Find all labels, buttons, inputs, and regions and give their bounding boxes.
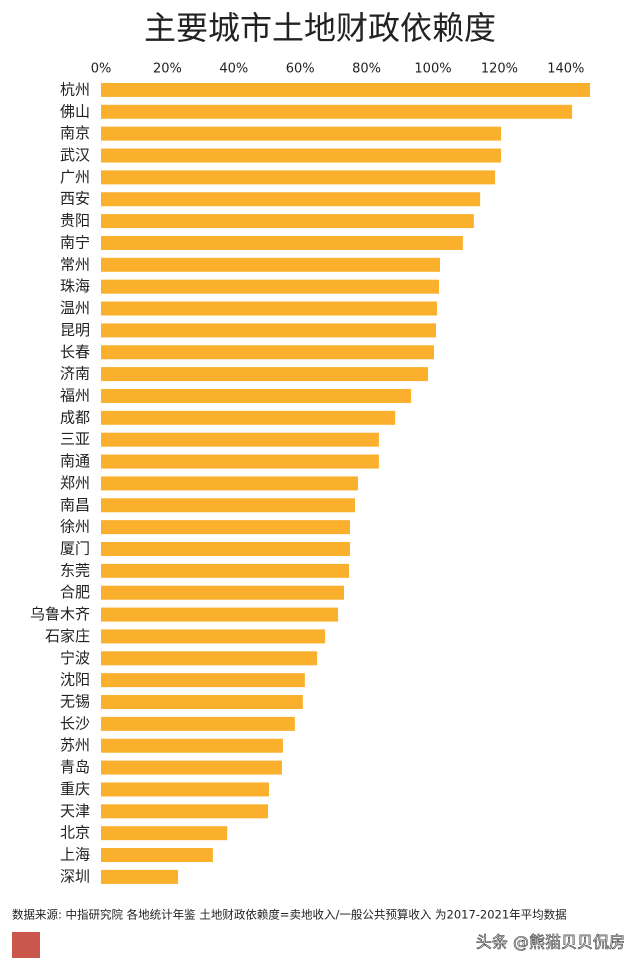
- bar: [101, 804, 268, 819]
- y-tick-label: 佛山: [60, 102, 90, 120]
- bar: [101, 214, 474, 229]
- chart-title: 主要城市土地财政依赖度: [144, 9, 496, 47]
- y-tick-label: 厦门: [60, 539, 90, 557]
- y-tick-label: 重庆: [60, 780, 90, 798]
- y-tick-label: 常州: [60, 255, 90, 273]
- bar: [101, 279, 439, 294]
- bar: [101, 520, 350, 535]
- x-tick-label: 140%: [547, 62, 584, 77]
- y-tick-label: 石家庄: [45, 627, 90, 645]
- bar: [101, 651, 318, 666]
- bar: [101, 345, 434, 360]
- y-tick-label: 宁波: [60, 649, 90, 667]
- bar: [101, 432, 379, 447]
- bar: [101, 848, 213, 863]
- bar: [101, 760, 282, 775]
- bar: [101, 498, 355, 513]
- bar: [101, 607, 339, 622]
- y-tick-label: 北京: [60, 824, 90, 842]
- y-tick-label: 昆明: [60, 321, 90, 339]
- bar: [101, 126, 502, 141]
- y-tick-label: 南通: [60, 452, 90, 470]
- y-tick-label: 东莞: [60, 561, 90, 579]
- bar: [101, 563, 350, 578]
- y-tick-label: 广州: [60, 168, 90, 186]
- y-tick-label: 苏州: [60, 736, 90, 754]
- x-tick-label: 0%: [91, 62, 112, 77]
- bar: [101, 148, 502, 163]
- y-tick-label: 温州: [60, 299, 90, 317]
- bar: [101, 454, 379, 469]
- bar: [101, 476, 358, 491]
- bar: [101, 235, 463, 250]
- y-tick-label: 沈阳: [60, 671, 90, 689]
- y-tick-label: 福州: [60, 386, 90, 404]
- bar: [101, 738, 283, 753]
- bar: [101, 869, 179, 884]
- y-tick-label: 三亚: [60, 430, 90, 448]
- y-tick-label: 珠海: [60, 277, 90, 295]
- bar: [101, 585, 345, 600]
- y-tick-label: 贵阳: [60, 212, 90, 230]
- y-tick-label: 天津: [60, 802, 90, 820]
- bar: [101, 541, 350, 556]
- y-tick-label: 合肥: [60, 583, 90, 601]
- bar: [101, 388, 412, 403]
- y-tick-label: 青岛: [60, 758, 90, 776]
- bar: [101, 104, 573, 119]
- y-tick-label: 深圳: [60, 867, 90, 885]
- bar: [101, 82, 591, 97]
- y-tick-label: 上海: [60, 846, 90, 864]
- bar: [101, 629, 326, 644]
- bar: [101, 782, 269, 797]
- bar: [101, 716, 295, 731]
- y-tick-label: 南京: [60, 124, 90, 142]
- x-tick-label: 100%: [414, 62, 451, 77]
- x-tick-label: 40%: [219, 62, 248, 77]
- bar: [101, 673, 305, 688]
- source-note: 数据来源: 中指研究院 各地统计年鉴 土地财政依赖度=卖地收入/一般公共预算收入…: [12, 908, 567, 922]
- bar: [101, 410, 396, 425]
- x-tick-label: 80%: [352, 62, 381, 77]
- bar: [101, 695, 303, 710]
- y-tick-label: 长沙: [60, 714, 90, 732]
- bar: [101, 170, 496, 185]
- bar: [101, 826, 228, 841]
- logo: [12, 932, 40, 958]
- y-tick-label: 济南: [60, 365, 90, 383]
- y-tick-label: 南宁: [60, 233, 90, 251]
- x-tick-label: 20%: [153, 62, 182, 77]
- y-tick-label: 乌鲁木齐: [30, 605, 90, 623]
- bar: [101, 301, 437, 316]
- y-tick-label: 无锡: [60, 693, 90, 711]
- bar: [101, 323, 436, 338]
- bar: [101, 367, 429, 382]
- y-tick-label: 长春: [60, 343, 90, 361]
- y-tick-label: 南昌: [60, 496, 90, 514]
- x-tick-label: 120%: [481, 62, 518, 77]
- y-tick-label: 武汉: [60, 146, 90, 164]
- bar: [101, 192, 481, 207]
- y-tick-label: 徐州: [60, 518, 90, 536]
- y-tick-label: 西安: [60, 190, 90, 208]
- y-tick-label: 成都: [60, 408, 90, 426]
- watermark: 头条 @熊猫贝贝侃房: [476, 933, 625, 952]
- x-tick-label: 60%: [286, 62, 315, 77]
- y-tick-label: 郑州: [60, 474, 90, 492]
- y-tick-label: 杭州: [60, 80, 90, 98]
- bar: [101, 257, 440, 272]
